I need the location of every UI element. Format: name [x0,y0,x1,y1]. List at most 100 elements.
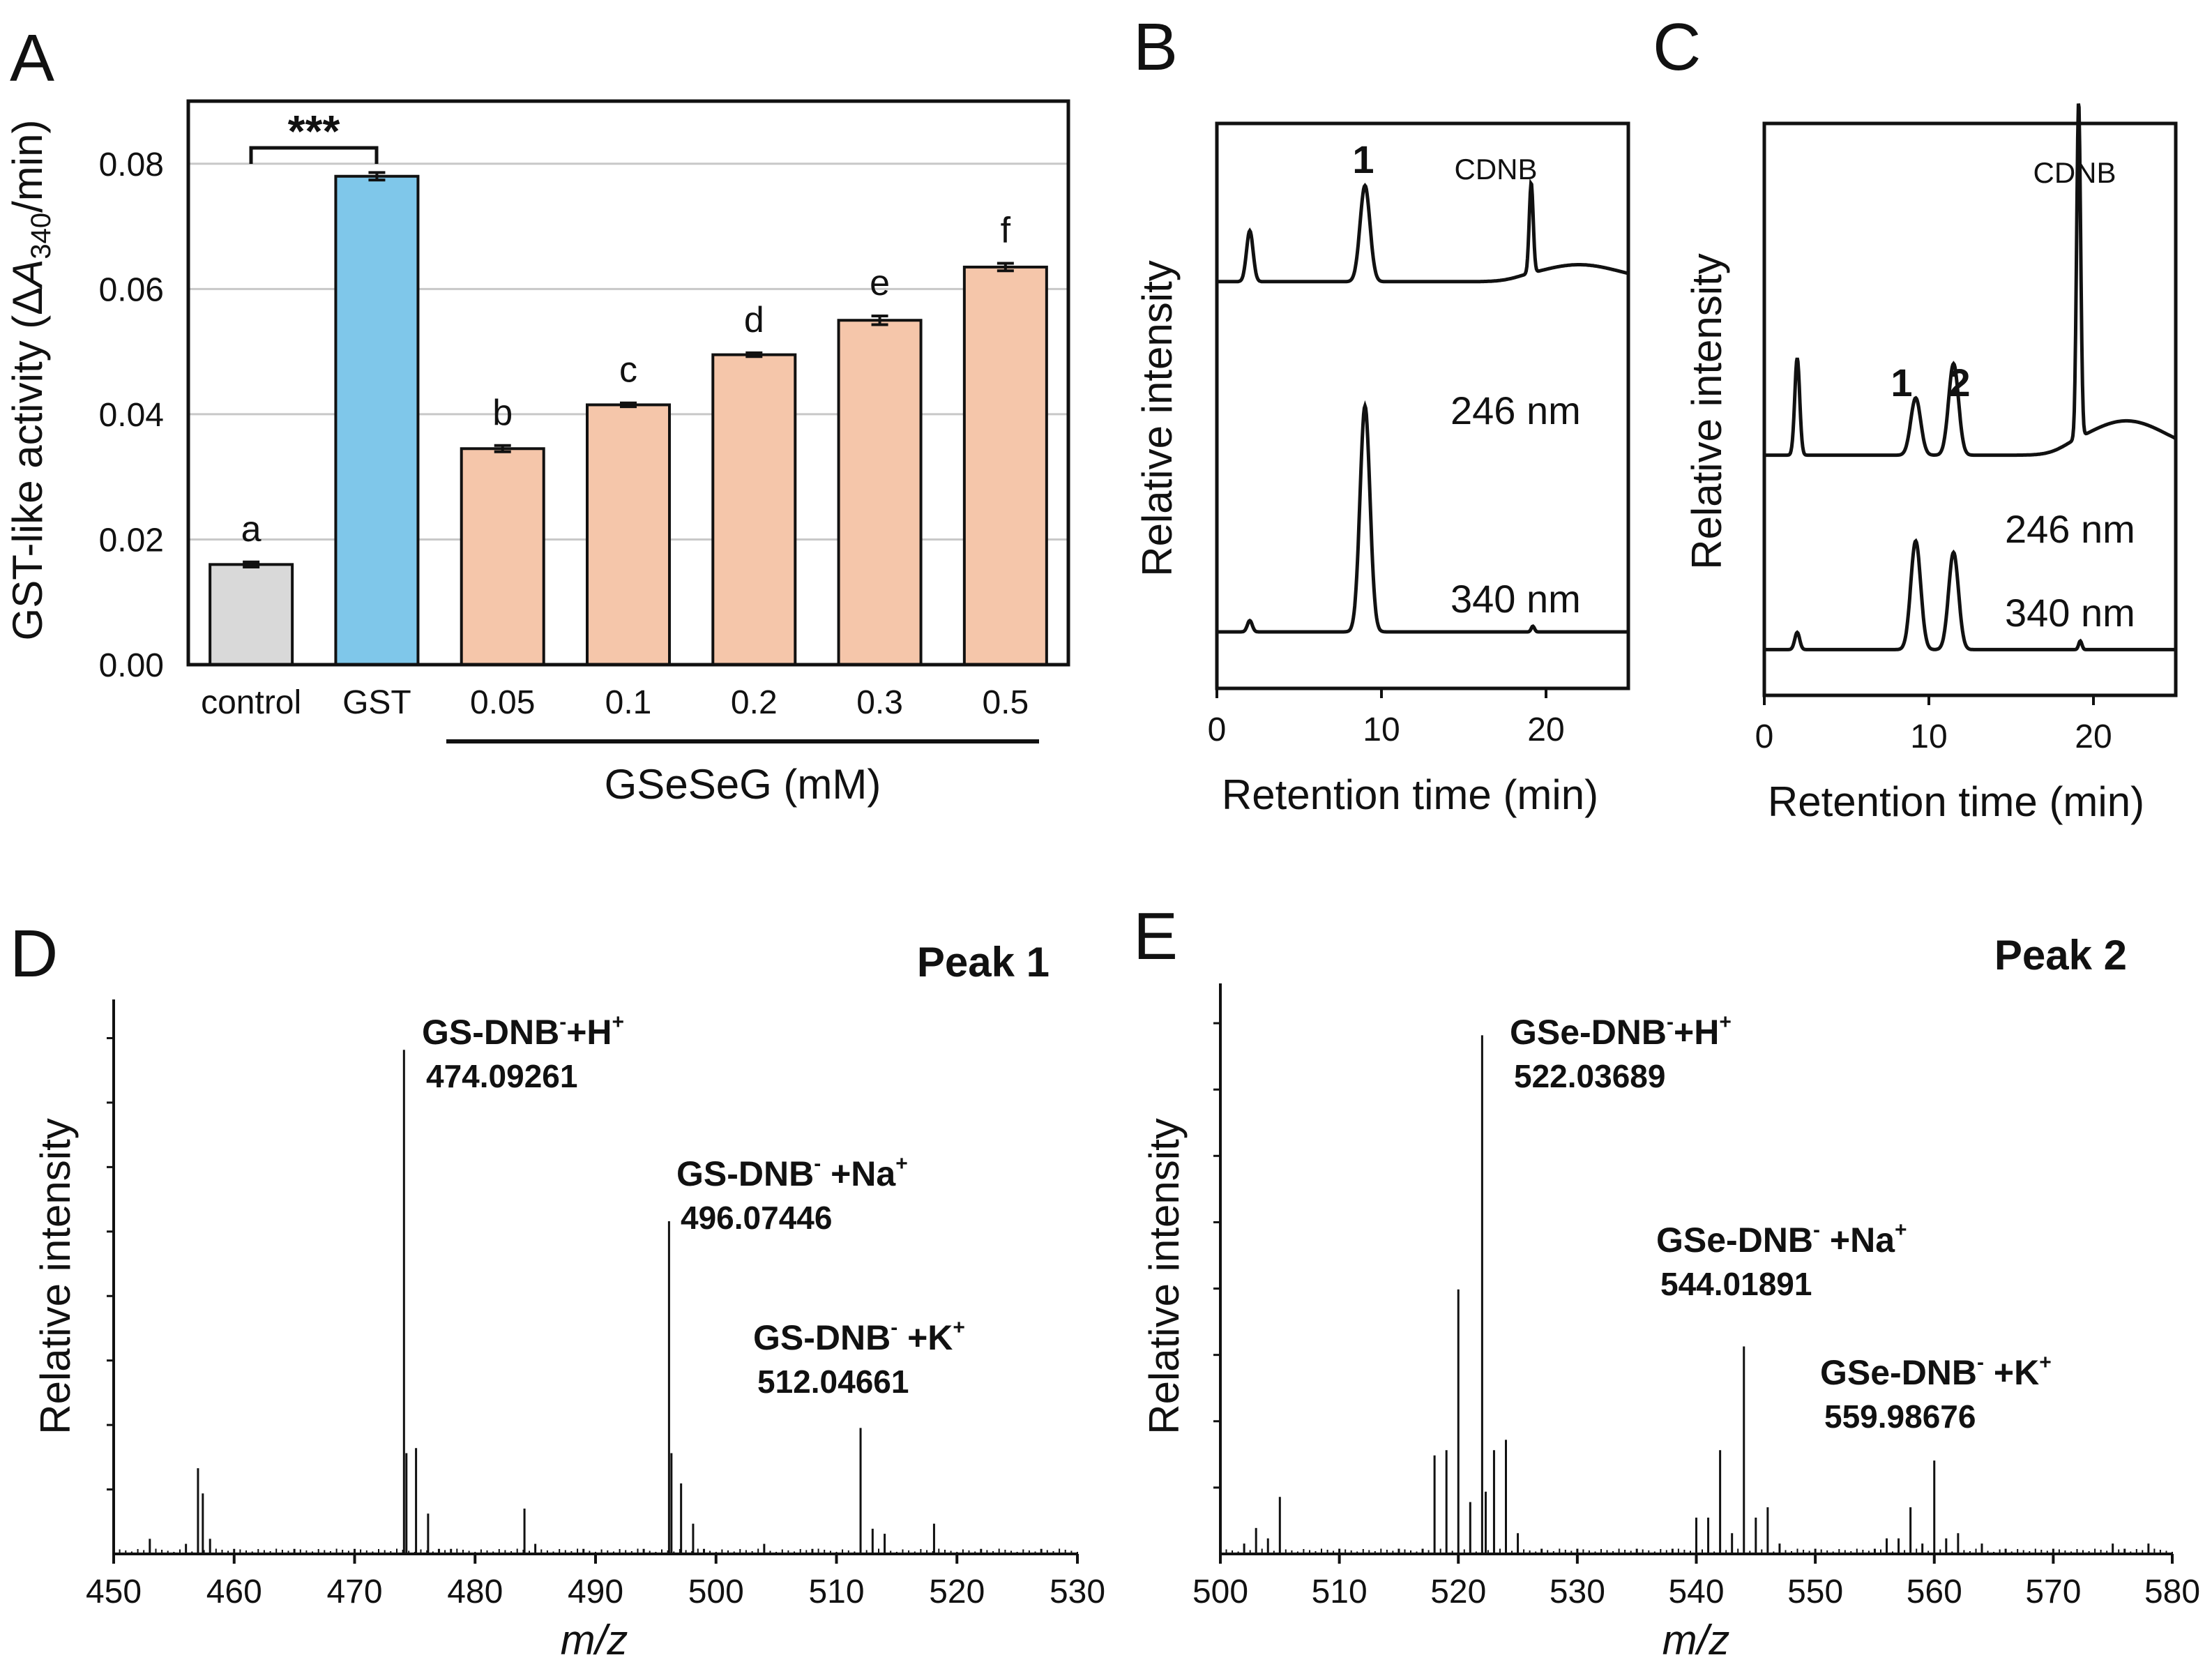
panel-b-chromatogram: B 0 10 20 Relative intensity Retention tim… [1133,10,1630,818]
bar-0.5 [962,265,1048,666]
gseseg-group-label: GSeSeG (mM) [605,761,881,808]
ion-annotation: GSe-DNB- +Na+ [1656,1218,1907,1260]
error-bar [494,444,511,453]
significance-stars: *** [288,106,340,156]
panel-c-frame [1762,121,2178,697]
x-tick-label: 560 [1907,1573,1962,1610]
x-tick-label: 10 [1910,718,1947,755]
panel-a-y-axis-title: GST-like activity (ΔA340/min) [4,120,56,641]
ion-mass-value: 544.01891 [1660,1266,1812,1302]
bar-control [209,563,294,666]
significance-letter: b [492,393,513,433]
panel-label-b: B [1133,10,1178,84]
panel-b-peak-1-label: 1 [1352,137,1374,181]
y-tick-label: 0.06 [99,271,164,308]
panel-c-246nm-label: 246 nm [2005,507,2135,551]
x-tick-label: 530 [1050,1573,1105,1610]
x-tick-label: 0.1 [605,684,652,721]
x-tick-label: 580 [2144,1573,2200,1610]
x-tick-label: 510 [808,1573,864,1610]
panel-b-340nm-label: 340 nm [1450,577,1581,621]
x-tick-label: 480 [447,1573,503,1610]
panel-b-frame [1215,121,1630,690]
x-tick-label: 540 [1668,1573,1724,1610]
panel-b-y-axis-title: Relative intensity [1134,260,1181,577]
x-tick-label: 460 [206,1573,262,1610]
panel-e-mass-spectrum: E Peak 2 500 510 520 530 540 550 560 570 580 Rel… [1133,899,2200,1663]
x-tick-label: GST [342,684,411,721]
panel-c-x-axis-title: Retention time (min) [1768,778,2144,825]
error-bar [871,314,888,326]
error-bar [368,171,386,182]
x-tick-label: 0.3 [856,684,903,721]
x-tick-label: 0 [1208,711,1227,748]
significance-letter: d [744,300,764,340]
ion-annotation: GS-DNB-+H+ [422,1011,624,1052]
panel-c-cdnb-label: CDNB [2033,156,2116,189]
panel-d-y-axis-title: Relative intensity [32,1118,79,1435]
trace-340nm [1764,538,2176,651]
x-tick-label: 500 [1192,1573,1248,1610]
x-tick-label: 470 [326,1573,382,1610]
bar-GST [334,174,420,666]
panel-c-peak-2-label: 2 [1948,361,1970,405]
x-tick-label: control [201,684,301,721]
ion-mass-value: 512.04661 [757,1364,909,1400]
ion-annotation: GS-DNB- +K+ [753,1316,965,1357]
x-tick-label: 570 [2025,1573,2081,1610]
panel-b-246nm-label: 246 nm [1450,388,1581,432]
panel-c-chromatogram: C 0 10 20 Relative intensity Retention tim… [1653,10,2178,825]
error-bar [745,351,763,358]
panel-a-frame [186,99,1070,667]
panel-c-peak-1-label: 1 [1891,361,1912,405]
panel-b-x-axis-title: Retention time (min) [1222,771,1598,818]
x-tick-label: 450 [86,1573,142,1610]
baseline-noise [113,1548,1078,1554]
ion-annotation: GS-DNB- +Na+ [676,1152,908,1193]
panel-e-y-axis-title: Relative intensity [1141,1118,1188,1435]
ion-annotation: GSe-DNB- +K+ [1820,1351,2052,1392]
trace-246nm [1764,103,2177,458]
panel-label-d: D [10,916,58,991]
panel-label-a: A [10,21,54,96]
panel-d-mass-spectrum: D Peak 1 450 460 470 480 490 500 510 520 530 Rel… [10,916,1105,1663]
x-tick-label: 10 [1363,711,1400,748]
ion-mass-value: 496.07446 [681,1200,832,1236]
trace-340nm [1217,400,1628,634]
y-tick-label: 0.08 [99,146,164,183]
x-tick-label: 20 [2075,718,2112,755]
x-tick-label: 0 [1755,718,1774,755]
x-tick-label: 550 [1787,1573,1843,1610]
panel-e-x-axis-title: m/z [1662,1617,1730,1663]
ion-mass-value: 474.09261 [426,1058,577,1094]
panel-d-x-axis-title: m/z [561,1617,628,1663]
panel-b-cdnb-label: CDNB [1454,153,1537,186]
panel-c-y-axis-title: Relative intensity [1683,253,1730,570]
y-tick-label: 0.04 [99,397,164,434]
trace-246nm [1217,178,1629,284]
x-tick-label: 0.5 [982,684,1029,721]
x-tick-label: 510 [1312,1573,1368,1610]
ion-mass-value: 559.98676 [1824,1398,1976,1435]
x-tick-label: 500 [688,1573,744,1610]
error-bar [243,560,260,568]
y-tick-label: 0.00 [99,647,164,684]
significance-letter: e [870,263,890,303]
error-bar [620,401,637,409]
error-bar [997,262,1014,273]
panel-label-e: E [1133,899,1178,974]
baseline-noise [1220,1548,2173,1554]
significance-letter: f [1001,211,1011,251]
x-tick-label: 530 [1550,1573,1605,1610]
bar-0.05 [460,447,545,666]
ion-annotation: GSe-DNB-+H+ [1510,1011,1732,1052]
x-tick-label: 0.2 [731,684,778,721]
ion-mass-value: 522.03689 [1514,1058,1665,1094]
significance-letter: a [241,509,262,550]
x-tick-label: 0.05 [470,684,535,721]
significance-letter: c [619,350,637,391]
x-tick-label: 20 [1527,711,1564,748]
panel-label-c: C [1653,10,1701,84]
panel-d-title: Peak 1 [917,939,1050,985]
